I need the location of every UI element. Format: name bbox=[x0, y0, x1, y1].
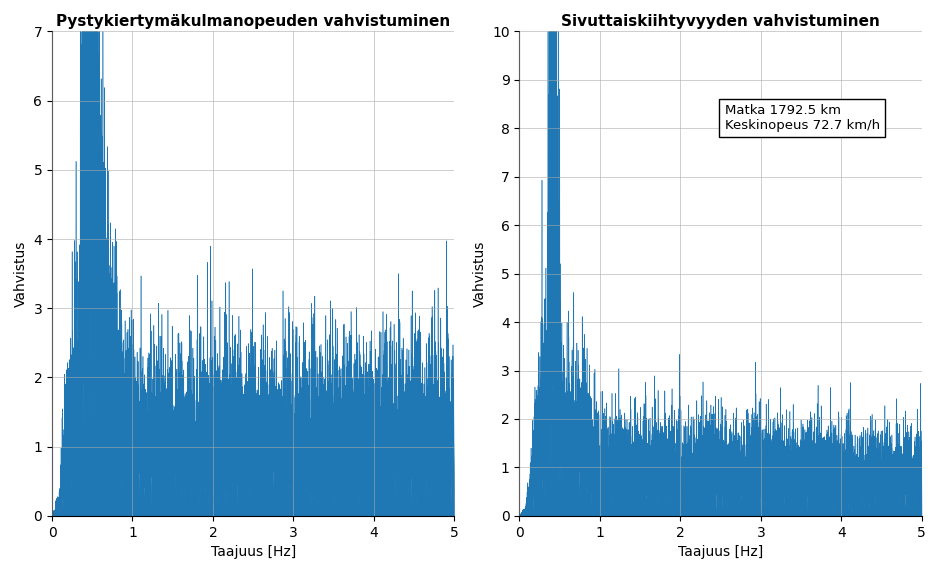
X-axis label: Taajuus [Hz]: Taajuus [Hz] bbox=[678, 545, 763, 559]
Y-axis label: Vahvistus: Vahvistus bbox=[473, 241, 487, 307]
Title: Pystykiertymäkulmanopeuden vahvistuminen: Pystykiertymäkulmanopeuden vahvistuminen bbox=[56, 14, 450, 29]
Text: Matka 1792.5 km
Keskinopeus 72.7 km/h: Matka 1792.5 km Keskinopeus 72.7 km/h bbox=[725, 104, 880, 132]
Title: Sivuttaiskiihtyvyyden vahvistuminen: Sivuttaiskiihtyvyyden vahvistuminen bbox=[561, 14, 880, 29]
Y-axis label: Vahvistus: Vahvistus bbox=[14, 241, 28, 307]
X-axis label: Taajuus [Hz]: Taajuus [Hz] bbox=[211, 545, 296, 559]
